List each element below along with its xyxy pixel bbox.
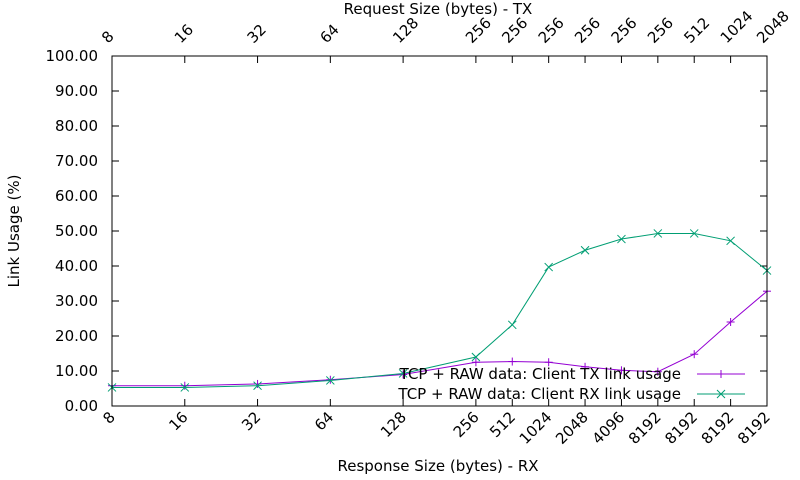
x-tick-label: 32 [238,408,264,434]
y-axis-label: Link Usage (%) [5,175,23,288]
data-point [716,389,726,399]
data-point [399,370,408,379]
x-tick-label: 2048 [552,408,592,448]
data-point [617,366,626,375]
x2-tick-label: 2048 [753,7,793,47]
data-point [653,229,663,238]
data-point [717,370,725,378]
x2-tick-label: 16 [171,21,197,47]
data-point [253,379,262,388]
x2-tick-label: 512 [680,14,713,47]
y-tick-label: 60.00 [55,187,98,205]
plot-frame [111,55,768,407]
y-tick-label: 70.00 [55,152,98,170]
x2-tick-label: 128 [389,14,422,47]
y-tick-label: 0.00 [65,397,98,415]
x-tick-label: 4096 [589,408,629,448]
data-point [471,358,480,367]
series-line-2 [112,232,768,388]
data-point [180,381,189,390]
x-tick-label: 1024 [516,408,556,448]
y-tick-label: 20.00 [55,327,98,345]
x-tick-label: 8192 [625,408,665,448]
data-point [471,352,481,362]
y-tick-label: 80.00 [55,117,98,135]
x-tick-label: 16 [165,408,191,434]
data-point [508,357,517,366]
x-tick-label: 128 [377,408,410,441]
x-tick-label: 64 [311,408,337,434]
data-point [580,245,590,255]
data-point [581,362,590,371]
y-tick-label: 100.00 [46,47,99,65]
x2-tick-label: 8 [98,27,117,46]
x-tick-label: 8192 [661,408,701,448]
x2-tick-label: 256 [535,14,568,47]
y-tick-label: 30.00 [55,292,98,310]
legend: TCP + RAW data: Client TX link usage TCP … [397,365,745,403]
x-tick-label: 8 [99,408,118,427]
x2-axis-label: Request Size (bytes) - TX [344,0,533,18]
x2-tick-label: 256 [462,14,495,47]
x-tick-label: 256 [450,408,483,441]
data-point [398,369,408,378]
y-tick-label: 10.00 [55,362,98,380]
x-tick-label: 8192 [734,408,774,448]
x2-tick-label: 256 [571,14,604,47]
legend-label-1: TCP + RAW data: Client TX link usage [399,365,681,383]
y-tick-label: 90.00 [55,82,98,100]
data-point [690,350,699,359]
data-point [507,320,517,330]
data-point [180,383,190,392]
legend-label-2: TCP + RAW data: Client RX link usage [397,385,681,403]
x2-tick-label: 256 [608,14,641,47]
x-tick-label: 8192 [698,408,738,448]
data-point [726,236,735,246]
x2-tick-label: 1024 [717,7,757,47]
data-point [253,381,262,391]
series-line-1 [112,290,768,387]
data-point [653,367,662,376]
data-point [689,229,699,238]
x-axis-label: Response Size (bytes) - RX [337,457,538,475]
data-point [617,234,626,244]
x2-tick-label: 32 [244,21,270,47]
data-point [325,376,335,385]
y-tick-label: 50.00 [55,222,98,240]
x2-tick-label: 64 [316,21,342,47]
data-point [726,318,735,326]
data-point [544,262,554,272]
y-tick-label: 40.00 [55,257,98,275]
data-point [544,358,553,367]
x2-tick-label: 256 [498,14,531,47]
x-tick-label: 512 [486,408,519,441]
x2-tick-label: 256 [644,14,677,47]
